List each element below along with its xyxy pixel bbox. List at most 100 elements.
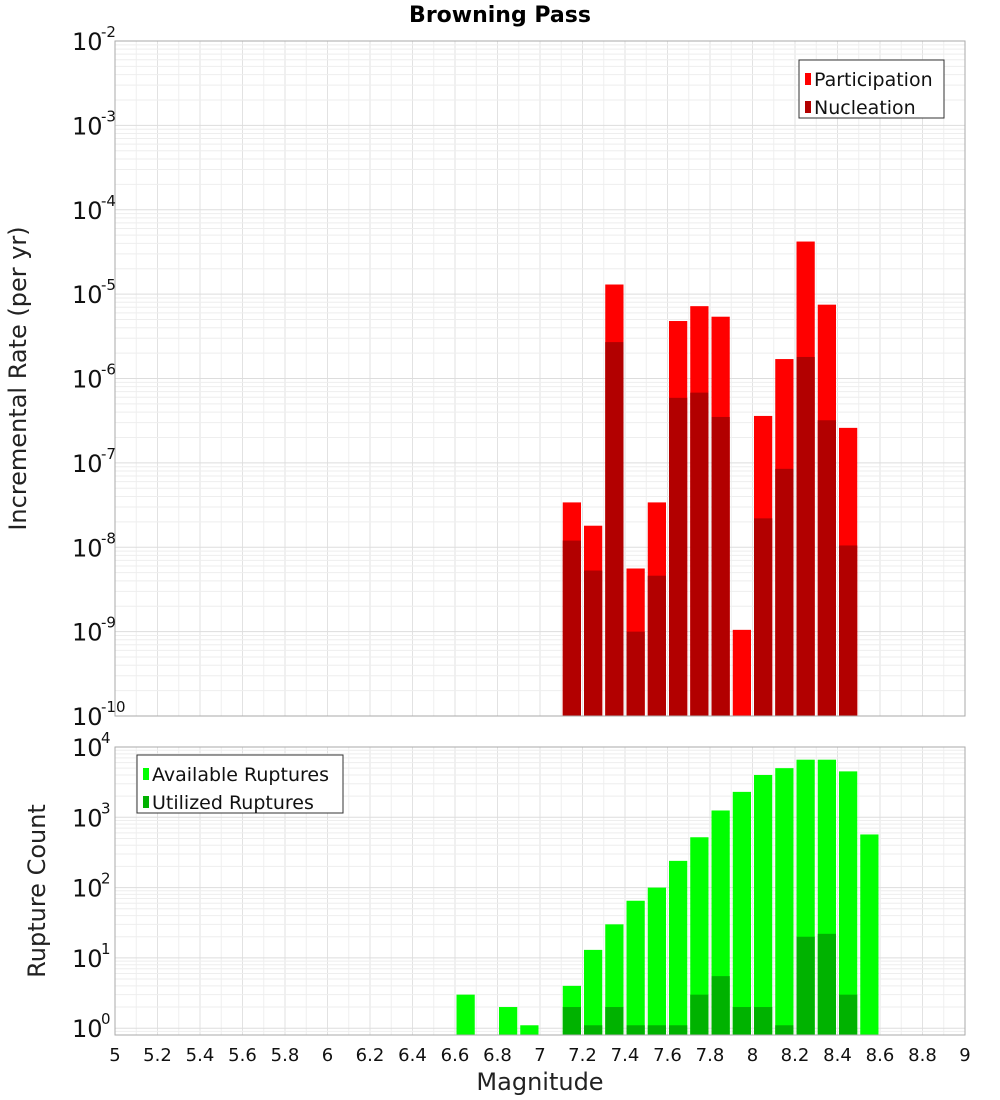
x-tick-label: 5.6 (228, 1045, 257, 1066)
top-legend: Participation Nucleation (798, 59, 945, 119)
bar-inner-utilized-ruptures (626, 1025, 645, 1035)
x-tick-label: 7.2 (568, 1045, 597, 1066)
x-tick-label: 8.4 (823, 1045, 852, 1066)
x-tick-label: 7.6 (653, 1045, 682, 1066)
legend-label: Participation (814, 69, 933, 91)
bar-inner-utilized-ruptures (562, 1007, 581, 1035)
bar-available-ruptures (839, 771, 858, 1035)
bar-available-ruptures (584, 949, 603, 1035)
y-tick-exponent: -4 (101, 192, 116, 210)
x-tick-label: 6.6 (441, 1045, 470, 1066)
x-tick-label: 7.4 (611, 1045, 640, 1066)
legend-box (798, 59, 945, 119)
bar-inner-nucleation (839, 545, 858, 716)
legend-swatch (805, 101, 811, 113)
bar-available-ruptures (456, 994, 475, 1035)
bar-inner-nucleation (711, 416, 730, 716)
legend-swatch (143, 796, 149, 808)
x-tick-label: 8.2 (781, 1045, 810, 1066)
bar-inner-nucleation (690, 392, 709, 716)
bar-inner-utilized-ruptures (690, 994, 709, 1035)
bar-available-ruptures (647, 887, 666, 1035)
bar-inner-utilized-ruptures (775, 1025, 794, 1035)
bottom-legend: Available Ruptures Utilized Ruptures (136, 754, 344, 814)
y-tick-exponent: -7 (101, 445, 116, 463)
x-tick-label: 6.2 (356, 1045, 385, 1066)
x-tick-label: 5.4 (186, 1045, 215, 1066)
legend-box (136, 754, 344, 814)
x-tick-label: 7.8 (696, 1045, 725, 1066)
y-tick-exponent: -6 (101, 361, 116, 379)
y-tick-exponent: 3 (101, 799, 111, 817)
legend-swatch (143, 768, 149, 780)
x-tick-label: 8.6 (866, 1045, 895, 1066)
legend-swatch (805, 73, 811, 85)
top-plot-frame (114, 40, 966, 717)
legend-label: Utilized Ruptures (152, 792, 314, 814)
x-tick-label: 5 (109, 1045, 120, 1066)
y-tick-label: 10 (72, 1015, 103, 1043)
y-tick-exponent: 2 (101, 870, 111, 888)
y-tick-label: 10 (72, 366, 103, 394)
bottom-y-axis-label: Rupture Count (23, 804, 51, 978)
y-tick-label: 10 (72, 281, 103, 309)
x-tick-label: 8 (747, 1045, 758, 1066)
x-tick-label: 9 (959, 1045, 970, 1066)
y-tick-exponent: -8 (101, 529, 116, 547)
y-tick-label: 10 (72, 112, 103, 140)
y-tick-label: 10 (72, 945, 103, 973)
top-y-axis-label: Incremental Rate (per yr) (4, 226, 32, 530)
bar-inner-utilized-ruptures (605, 1007, 624, 1035)
bar-inner-nucleation (605, 342, 624, 716)
bar-available-ruptures (499, 1007, 518, 1035)
bar-inner-nucleation (584, 570, 603, 716)
top-bars (562, 241, 858, 717)
bar-participation (732, 629, 751, 716)
y-tick-exponent: -5 (101, 276, 116, 294)
bar-inner-nucleation (817, 420, 836, 716)
bar-inner-utilized-ruptures (711, 976, 730, 1035)
bottom-plot-frame (114, 746, 966, 1036)
y-tick-label: 10 (72, 197, 103, 225)
bar-inner-nucleation (796, 356, 815, 716)
x-tick-label: 6.8 (483, 1045, 512, 1066)
bar-available-ruptures (520, 1025, 539, 1035)
bar-inner-utilized-ruptures (669, 1025, 688, 1035)
x-tick-label: 5.8 (271, 1045, 300, 1066)
y-tick-exponent: -10 (101, 698, 126, 716)
bar-available-ruptures (626, 900, 645, 1035)
x-tick-label: 8.8 (908, 1045, 937, 1066)
y-tick-exponent: 1 (101, 940, 111, 958)
y-tick-label: 10 (72, 28, 103, 56)
y-tick-label: 10 (72, 875, 103, 903)
x-tick-label: 6.4 (398, 1045, 427, 1066)
x-ticks: 5 5.2 5.4 5.6 5.8 6 6.2 6.4 6.6 6.8 7 7.2 7.4 7.6 7.8 8… (109, 1045, 970, 1066)
bar-inner-utilized-ruptures (647, 1025, 666, 1035)
legend-label: Nucleation (814, 97, 916, 119)
y-tick-label: 10 (72, 804, 103, 832)
bar-inner-utilized-ruptures (584, 1025, 603, 1035)
bar-inner-nucleation (754, 518, 773, 716)
y-tick-label: 10 (72, 450, 103, 478)
bar-available-ruptures (860, 834, 879, 1035)
y-tick-label: 10 (72, 534, 103, 562)
bar-inner-utilized-ruptures (754, 1007, 773, 1035)
bar-inner-nucleation (562, 540, 581, 716)
y-tick-exponent: -2 (101, 23, 116, 41)
y-tick-label: 10 (72, 619, 103, 647)
bar-available-ruptures (669, 860, 688, 1035)
x-tick-label: 7 (534, 1045, 545, 1066)
bar-inner-utilized-ruptures (732, 1007, 751, 1035)
y-tick-exponent: 0 (101, 1010, 111, 1028)
bar-inner-nucleation (626, 631, 645, 716)
y-tick-label: 10 (72, 703, 103, 731)
bar-inner-utilized-ruptures (817, 933, 836, 1035)
y-tick-exponent: -9 (101, 614, 116, 632)
bar-inner-nucleation (775, 468, 794, 716)
y-tick-label: 10 (72, 734, 103, 762)
